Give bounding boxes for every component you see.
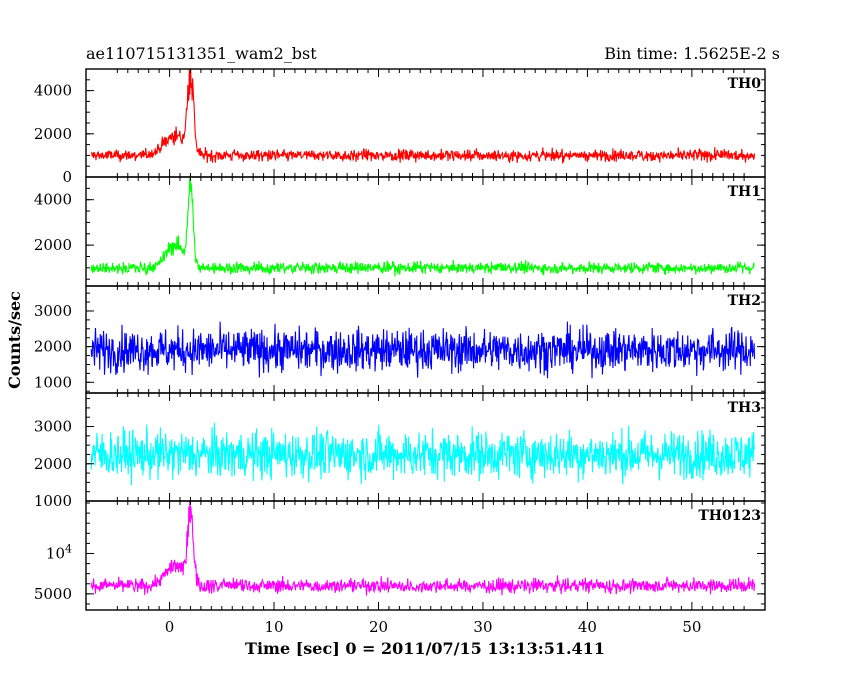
- y-tick-label: 4000: [34, 82, 72, 100]
- panel-label: TH0: [728, 76, 762, 92]
- chart-title-left: ae110715131351_wam2_bst: [86, 44, 317, 63]
- y-tick-label: 104: [46, 542, 72, 562]
- panel-label: TH0123: [698, 508, 761, 524]
- y-tick-label: 2000: [34, 455, 72, 473]
- series-trace-th1: [90, 175, 755, 277]
- series-trace-th3: [90, 422, 756, 486]
- x-tick-label: 40: [578, 618, 597, 636]
- series-trace-th2: [90, 321, 756, 379]
- x-tick-label: 0: [165, 618, 175, 636]
- panel-frames: [85, 68, 766, 611]
- ticks: TH0 0 2000 4000 TH1 2000 4000 TH2 1000 2000 3000 TH…: [34, 69, 765, 636]
- chart-title-right: Bin time: 1.5625E-2 s: [604, 44, 780, 63]
- panel-frame: [85, 285, 766, 394]
- x-axis-label: Time [sec] 0 = 2011/07/15 13:13:51.411: [245, 639, 605, 658]
- traces: [90, 68, 756, 596]
- panel-frame: [85, 500, 766, 611]
- y-tick-label: 4000: [34, 191, 72, 209]
- series-trace-th0: [91, 68, 756, 164]
- y-tick-label: 5000: [34, 585, 72, 603]
- x-tick-label: 30: [473, 618, 492, 636]
- y-axis-label: Counts/sec: [5, 291, 24, 389]
- y-tick-label: 1000: [34, 492, 72, 510]
- y-tick-label: 2000: [34, 338, 72, 356]
- x-tick-label: 10: [264, 618, 283, 636]
- panel-label: TH1: [728, 184, 761, 200]
- y-tick-label: 3000: [34, 302, 72, 320]
- y-tick-label: 0: [62, 168, 72, 186]
- y-tick-label: 3000: [34, 418, 72, 436]
- panel-label: TH2: [728, 293, 761, 309]
- y-tick-label: 1000: [34, 373, 72, 391]
- y-tick-label: 2000: [34, 125, 72, 143]
- x-tick-label: 50: [682, 618, 701, 636]
- series-trace-th0123: [90, 500, 756, 596]
- x-tick-label: 20: [369, 618, 388, 636]
- y-tick-label: 2000: [34, 236, 72, 254]
- panel-label: TH3: [728, 400, 761, 416]
